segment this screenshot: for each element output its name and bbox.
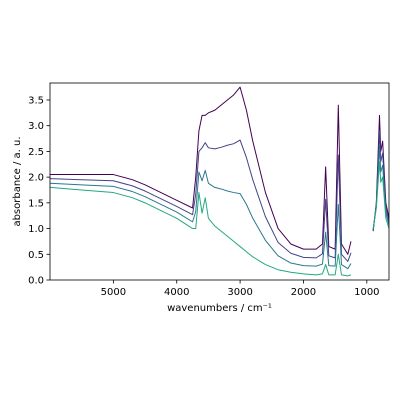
x-tick-label: 2000 [291, 287, 316, 298]
y-axis-label: absorbance / a. u. [12, 136, 23, 226]
x-tick-label: 3000 [227, 287, 252, 298]
plot-frame [49, 82, 390, 281]
x-tick-label: 1000 [354, 287, 379, 298]
spectrum-line [49, 161, 390, 277]
y-tick-label: 2.5 [28, 147, 44, 158]
x-axis-label: wavenumbers / cm⁻¹ [167, 303, 272, 314]
y-tick-label: 1.0 [28, 224, 44, 235]
y-tick-label: 3.5 [28, 95, 44, 106]
y-tick-label: 0.0 [28, 276, 44, 287]
y-tick-label: 3.0 [28, 121, 44, 132]
y-tick-label: 2.0 [28, 173, 44, 184]
x-tick-label: 4000 [164, 287, 189, 298]
y-tick-label: 1.5 [28, 198, 44, 209]
y-tick-label: 0.5 [28, 250, 44, 261]
x-tick-label: 5000 [101, 287, 126, 298]
